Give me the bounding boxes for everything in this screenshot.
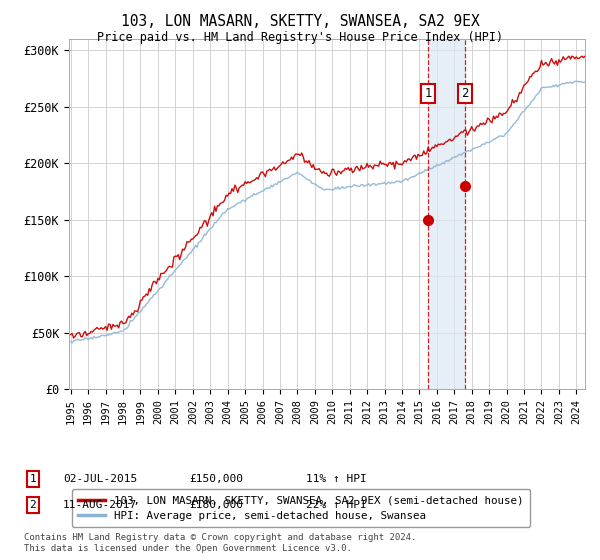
Text: Price paid vs. HM Land Registry's House Price Index (HPI): Price paid vs. HM Land Registry's House … <box>97 31 503 44</box>
Text: £180,000: £180,000 <box>189 500 243 510</box>
Text: 2: 2 <box>29 500 37 510</box>
Text: 02-JUL-2015: 02-JUL-2015 <box>63 474 137 484</box>
Legend: 103, LON MASARN, SKETTY, SWANSEA, SA2 9EX (semi-detached house), HPI: Average pr: 103, LON MASARN, SKETTY, SWANSEA, SA2 9E… <box>72 489 530 528</box>
Text: 103, LON MASARN, SKETTY, SWANSEA, SA2 9EX: 103, LON MASARN, SKETTY, SWANSEA, SA2 9E… <box>121 14 479 29</box>
Text: 1: 1 <box>29 474 37 484</box>
Text: 2: 2 <box>461 87 469 100</box>
Bar <box>428 39 465 389</box>
Text: Contains HM Land Registry data © Crown copyright and database right 2024.
This d: Contains HM Land Registry data © Crown c… <box>24 533 416 553</box>
Text: 11% ↑ HPI: 11% ↑ HPI <box>306 474 367 484</box>
Text: £150,000: £150,000 <box>189 474 243 484</box>
Text: 1: 1 <box>424 87 432 100</box>
Text: 22% ↑ HPI: 22% ↑ HPI <box>306 500 367 510</box>
Text: 11-AUG-2017: 11-AUG-2017 <box>63 500 137 510</box>
